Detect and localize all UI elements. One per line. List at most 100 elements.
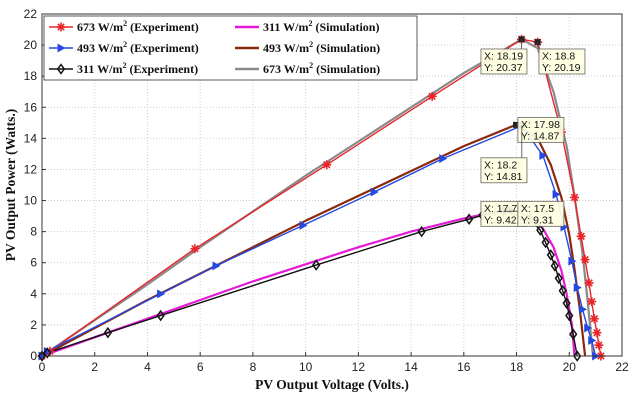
series-point <box>536 224 545 236</box>
datatip-y-text: Y: 14.81 <box>484 171 523 183</box>
y-tick-label: 16 <box>24 100 38 114</box>
legend-label: 493 W/m2 (Simulation) <box>263 40 380 55</box>
series-point <box>588 335 597 345</box>
series-line <box>41 208 576 358</box>
series-point <box>370 187 379 197</box>
y-tick-label: 0 <box>30 349 37 363</box>
x-tick-label: 4 <box>144 360 151 374</box>
y-tick-label: 20 <box>24 38 38 52</box>
datatip-box <box>517 116 565 143</box>
datatip-x-text: X: 18.8 <box>542 50 575 62</box>
datatip-x-text: X: 17.5 <box>521 203 554 215</box>
series-point <box>312 259 321 271</box>
legend-label: 311 W/m2 (Simulation) <box>263 19 379 34</box>
legend-item: 311 W/m2 (Experiment) <box>49 61 198 76</box>
datatip-y-text: Y: 9.31 <box>521 214 554 226</box>
y-tick-label: 2 <box>30 318 37 332</box>
legend-item: 673 W/m2 (Simulation) <box>235 61 380 76</box>
series-point <box>554 272 563 285</box>
x-tick-label: 0 <box>39 360 46 374</box>
series-point <box>427 91 437 101</box>
y-tick-label: 14 <box>24 131 38 145</box>
series-point <box>546 249 555 261</box>
series-point <box>464 213 474 225</box>
series-point <box>43 346 52 356</box>
series-point <box>587 297 597 307</box>
legend-label: 673 W/m2 (Experiment) <box>77 19 199 34</box>
series-point <box>157 289 166 299</box>
legend-item: 673 W/m2 (Experiment) <box>49 19 199 34</box>
datatip: X: 18.8Y: 20.19 <box>537 42 586 75</box>
legend-marker <box>56 63 66 75</box>
y-tick-label: 6 <box>30 256 37 270</box>
series-point <box>576 231 586 241</box>
x-tick-label: 6 <box>197 360 204 374</box>
series-point <box>592 328 602 338</box>
series-point <box>417 225 426 238</box>
series-point <box>439 154 448 164</box>
y-tick-label: 12 <box>24 162 38 176</box>
legend-label: 673 W/m2 (Simulation) <box>263 61 380 76</box>
x-axis-label: PV Output Voltage (Volts.) <box>255 377 409 392</box>
x-tick-label: 8 <box>250 360 257 374</box>
datatip-y-text: Y: 20.37 <box>484 62 523 74</box>
series-point <box>212 261 221 271</box>
legend-item: 311 W/m2 (Simulation) <box>235 19 379 34</box>
y-tick-label: 8 <box>30 225 37 239</box>
series-point <box>550 260 559 272</box>
series-point <box>37 350 47 362</box>
datatip-x-text: X: 18.2 <box>484 159 517 171</box>
legend-label: 493 W/m2 (Experiment) <box>77 40 199 55</box>
x-tick-label: 14 <box>404 360 418 374</box>
series-point <box>541 236 550 249</box>
series-point <box>190 244 200 254</box>
x-tick-label: 18 <box>510 360 524 374</box>
x-tick-label: 12 <box>352 360 366 374</box>
datatip-pointer <box>537 42 540 50</box>
x-tick-label: 20 <box>563 360 577 374</box>
axis-ticks: 0 2 4 6 8 10 12 14 16 18 20 22 0 2 4 6 8 10 12 14 16 18 20 22 <box>24 7 629 374</box>
series-point <box>580 255 590 265</box>
series-point <box>584 278 594 288</box>
y-tick-label: 22 <box>24 7 38 21</box>
series-point <box>570 192 580 202</box>
datatip-y-text: Y: 20.19 <box>542 62 581 74</box>
datatip-box <box>480 48 528 75</box>
series-point <box>552 189 561 199</box>
datatip: X: 17.5Y: 9.31 <box>503 200 565 227</box>
legend-marker <box>57 43 66 53</box>
x-tick-label: 22 <box>615 360 629 374</box>
y-tick-label: 4 <box>30 287 37 301</box>
series-point <box>103 326 113 339</box>
series-point <box>156 309 165 322</box>
datatips: X: 18.19Y: 20.37X: 18.8Y: 20.19X: 17.98Y… <box>480 39 586 227</box>
series-point <box>565 309 574 322</box>
series-point <box>43 347 52 359</box>
legend-marker <box>56 22 66 32</box>
datatip-box <box>517 200 565 227</box>
y-axis-label: PV Output Power (Watts.) <box>3 109 18 262</box>
series-point <box>568 256 577 266</box>
series-point <box>562 297 571 309</box>
x-tick-label: 2 <box>91 360 98 374</box>
legend-item: 493 W/m2 (Simulation) <box>235 40 380 55</box>
datatip: X: 18.2Y: 14.81 <box>480 125 528 184</box>
series-point <box>594 340 604 350</box>
y-tick-label: 18 <box>24 69 38 83</box>
legend-label: 311 W/m2 (Experiment) <box>77 61 198 76</box>
series-point <box>299 220 308 230</box>
datatip-y-text: Y: 14.87 <box>521 130 560 142</box>
datatip-x-text: X: 18.19 <box>484 50 523 62</box>
series-point <box>539 150 548 160</box>
series-point <box>322 160 332 170</box>
y-tick-label: 10 <box>24 194 38 208</box>
series-point <box>569 328 578 341</box>
series-point <box>558 284 567 297</box>
datatip-box <box>538 48 586 75</box>
x-tick-label: 10 <box>299 360 313 374</box>
series-point <box>578 304 587 314</box>
plot-frame <box>41 13 623 357</box>
series-point <box>573 350 582 362</box>
datatip-x-text: X: 17.98 <box>521 119 560 131</box>
